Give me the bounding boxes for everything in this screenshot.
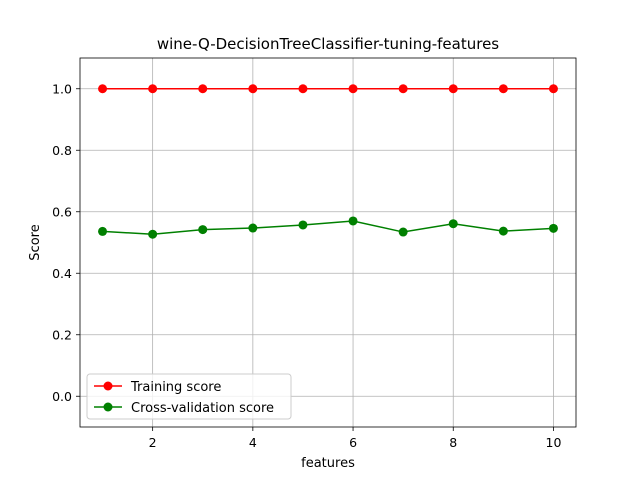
series-layer: [98, 84, 558, 239]
data-point-training: [548, 84, 558, 94]
data-point-training: [248, 84, 258, 94]
y-axis-ticks: 0.0 0.2 0.4 0.6 0.8 1.0: [52, 81, 80, 404]
chart-title: wine-Q-DecisionTreeClassifier-tuning-fea…: [157, 35, 499, 53]
y-tick-label: 0.0: [52, 389, 72, 404]
x-tick-label: 2: [149, 435, 157, 450]
data-point-cross-validation: [548, 223, 558, 233]
x-axis-label: features: [301, 456, 355, 471]
data-point-training: [148, 84, 158, 94]
data-point-training: [98, 84, 108, 94]
y-axis-label: Score: [28, 224, 43, 260]
x-tick-label: 8: [449, 435, 457, 450]
data-point-cross-validation: [148, 229, 158, 239]
data-point-cross-validation: [498, 226, 508, 236]
legend-marker-training: [103, 381, 113, 391]
x-tick-label: 6: [349, 435, 357, 450]
y-tick-label: 0.2: [52, 327, 72, 342]
data-point-cross-validation: [298, 220, 308, 230]
data-point-training: [298, 84, 308, 94]
y-tick-label: 0.6: [52, 204, 72, 219]
grid: [80, 58, 576, 427]
x-tick-label: 4: [249, 435, 257, 450]
legend: Training score Cross-validation score: [86, 373, 292, 420]
data-point-cross-validation: [198, 225, 208, 235]
y-tick-label: 1.0: [52, 81, 72, 96]
data-point-training: [448, 84, 458, 94]
legend-label-training: Training score: [130, 380, 221, 395]
x-tick-label: 10: [546, 435, 562, 450]
data-point-training: [348, 84, 358, 94]
data-point-training: [198, 84, 208, 94]
y-tick-label: 0.4: [52, 266, 72, 281]
data-point-training: [498, 84, 508, 94]
plot-frame: [79, 57, 577, 428]
legend-label-cross-validation: Cross-validation score: [131, 401, 274, 416]
y-tick-label: 0.8: [52, 143, 72, 158]
legend-marker-cross-validation: [103, 402, 113, 412]
data-point-training: [398, 84, 408, 94]
data-point-cross-validation: [248, 223, 258, 233]
x-axis-ticks: 2 4 6 8 10: [149, 427, 562, 450]
legend-box: [86, 373, 292, 420]
data-point-cross-validation: [448, 219, 458, 229]
data-point-cross-validation: [398, 227, 408, 237]
series-line-cross-validation: [102, 220, 554, 235]
data-point-cross-validation: [98, 226, 108, 236]
data-point-cross-validation: [348, 216, 358, 226]
